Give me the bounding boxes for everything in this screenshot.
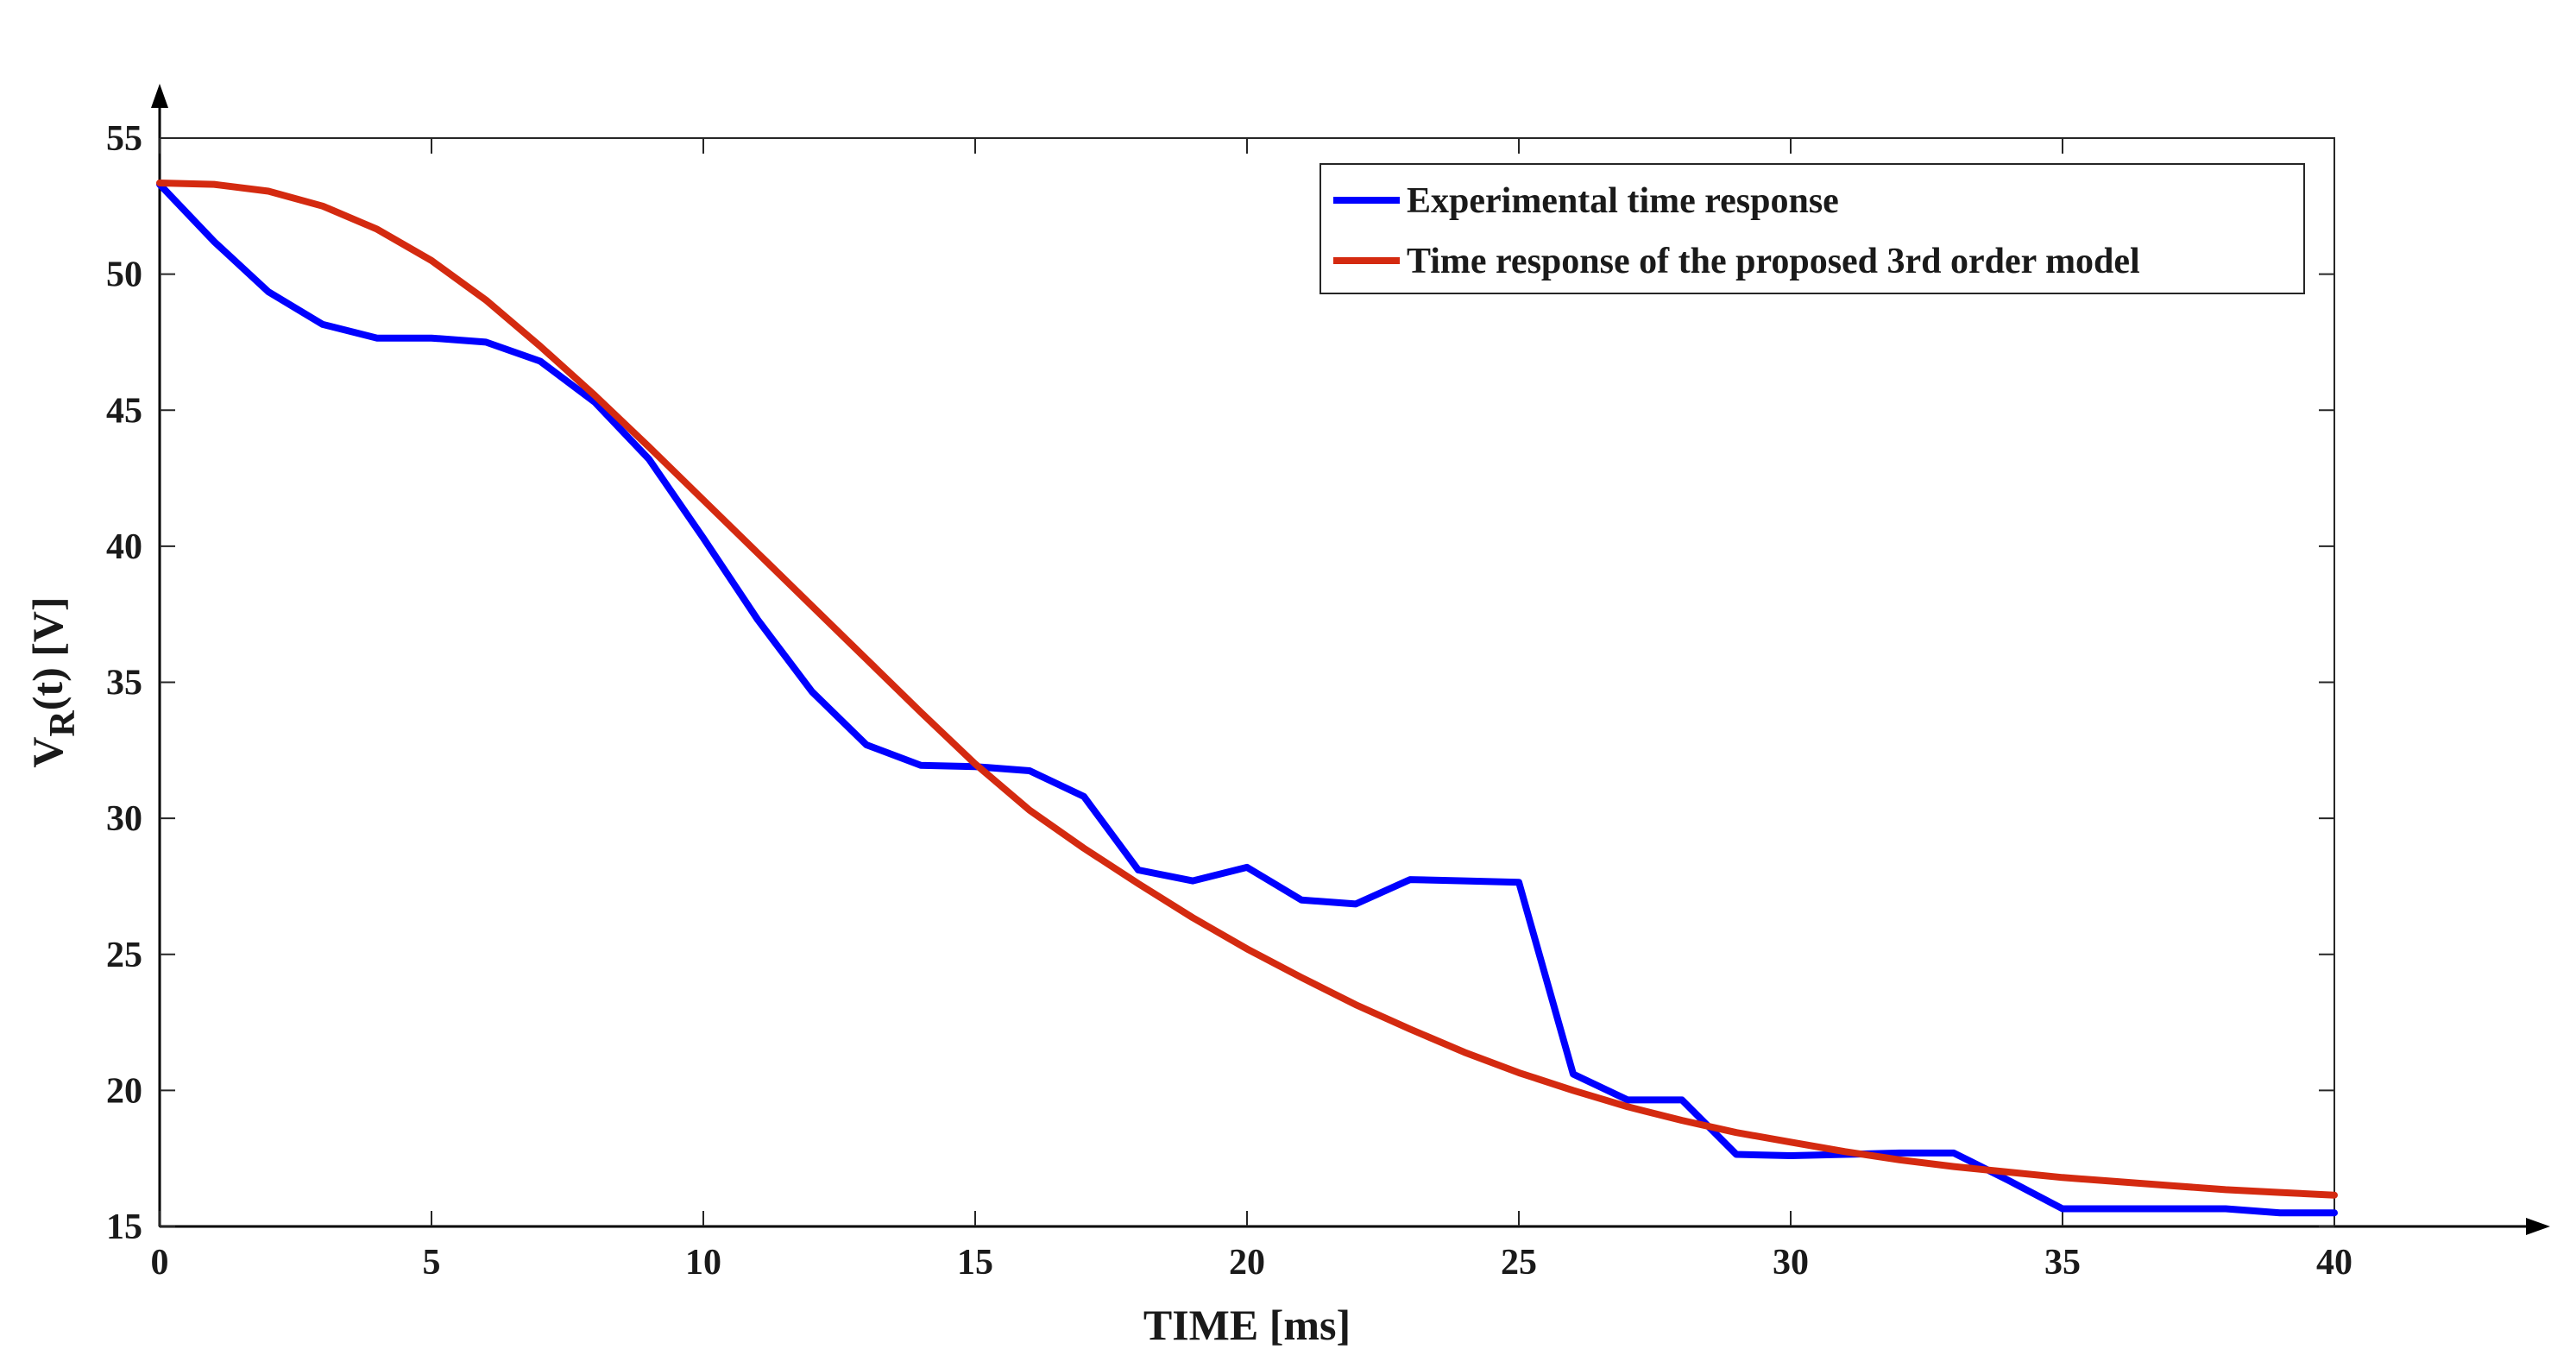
series-layer: [156, 180, 2338, 1217]
series-line-model: [156, 180, 2338, 1199]
y-axis-arrowhead: [151, 83, 168, 108]
y-tick-label: 15: [106, 1207, 142, 1247]
y-axis-label-rest: (t) [V]: [23, 596, 72, 710]
legend: Experimental time response Time response…: [1319, 163, 2305, 294]
y-tick-label: 20: [106, 1071, 142, 1111]
y-tick-label: 40: [106, 527, 142, 567]
x-tick-label: 25: [1501, 1243, 1537, 1283]
x-axis-arrowhead: [2526, 1218, 2550, 1235]
x-tick-label: 20: [1229, 1243, 1265, 1283]
y-tick-label: 35: [106, 664, 142, 703]
x-tick-label: 15: [957, 1243, 993, 1283]
y-tick-label: 50: [106, 255, 142, 295]
x-tick-label: 30: [1773, 1243, 1809, 1283]
legend-label-model: Time response of the proposed 3rd order …: [1407, 242, 2140, 281]
y-tick-label: 30: [106, 799, 142, 839]
x-tick-label: 40: [2316, 1243, 2352, 1283]
y-tick-label: 55: [106, 119, 142, 159]
legend-box: [1319, 163, 2305, 294]
x-axis-label: TIME [ms]: [1143, 1301, 1351, 1349]
y-axis-label: VR(t) [V]: [23, 596, 83, 767]
x-tick-label: 35: [2044, 1243, 2081, 1283]
y-tick-label: 25: [106, 936, 142, 975]
series-line-experimental: [156, 180, 2338, 1217]
ticks-layer: 0 5 10 15 20 25 30 35 40 15 20 25 30 35 40 45 50 55: [106, 119, 2352, 1283]
x-tick-label: 10: [685, 1243, 721, 1283]
x-tick-label: 5: [423, 1243, 441, 1283]
legend-label-experimental: Experimental time response: [1407, 181, 1839, 221]
y-axis-label-main: V: [23, 737, 72, 768]
x-tick-label: 0: [151, 1243, 169, 1283]
y-tick-label: 45: [106, 391, 142, 431]
y-axis-label-subscript: R: [43, 710, 83, 737]
